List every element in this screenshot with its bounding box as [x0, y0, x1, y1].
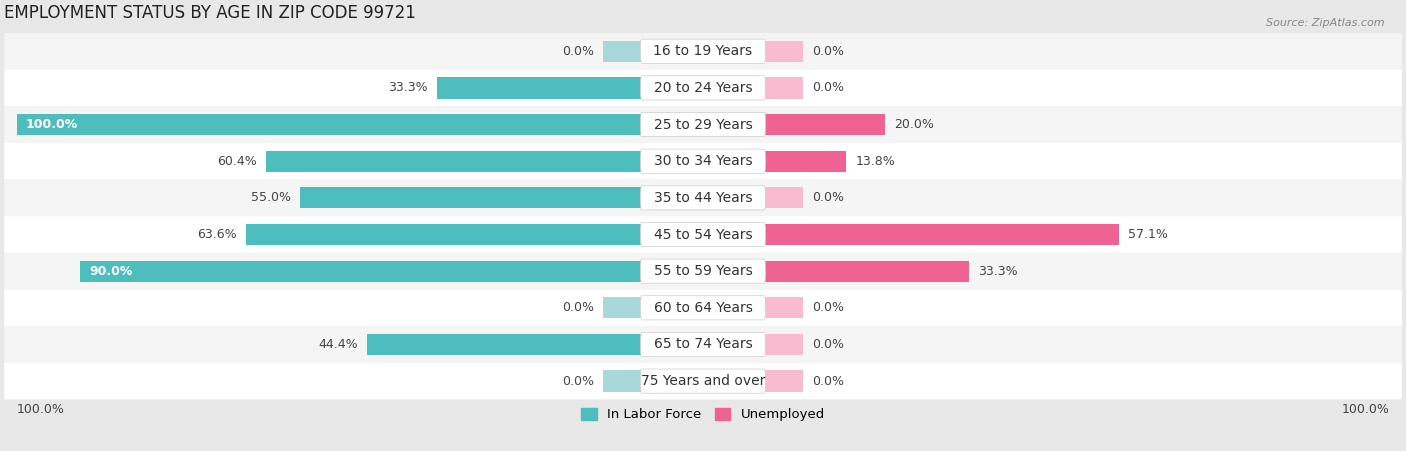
Bar	[703, 114, 886, 135]
Text: 0.0%: 0.0%	[562, 45, 593, 58]
FancyBboxPatch shape	[4, 143, 1402, 179]
Bar	[703, 370, 803, 392]
Bar	[266, 151, 703, 172]
FancyBboxPatch shape	[640, 186, 766, 210]
FancyBboxPatch shape	[640, 259, 766, 283]
FancyBboxPatch shape	[4, 179, 1402, 216]
FancyBboxPatch shape	[4, 33, 1402, 69]
Legend: In Labor Force, Unemployed: In Labor Force, Unemployed	[575, 402, 831, 426]
FancyBboxPatch shape	[640, 112, 766, 137]
Text: 63.6%: 63.6%	[197, 228, 236, 241]
Text: 0.0%: 0.0%	[813, 191, 844, 204]
Text: 45 to 54 Years: 45 to 54 Years	[654, 227, 752, 242]
Bar	[703, 297, 803, 318]
Bar	[603, 41, 703, 62]
Text: 55.0%: 55.0%	[250, 191, 291, 204]
Bar	[703, 77, 803, 99]
FancyBboxPatch shape	[4, 69, 1402, 106]
FancyBboxPatch shape	[640, 296, 766, 320]
Text: 0.0%: 0.0%	[813, 82, 844, 94]
FancyBboxPatch shape	[640, 149, 766, 173]
FancyBboxPatch shape	[640, 39, 766, 63]
Text: 35 to 44 Years: 35 to 44 Years	[654, 191, 752, 205]
Text: 90.0%: 90.0%	[89, 265, 132, 278]
Bar	[80, 261, 703, 282]
Bar	[301, 187, 703, 208]
Text: 16 to 19 Years: 16 to 19 Years	[654, 44, 752, 58]
Text: 44.4%: 44.4%	[318, 338, 357, 351]
Text: 100.0%: 100.0%	[17, 403, 65, 416]
Bar	[703, 151, 846, 172]
Text: 100.0%: 100.0%	[25, 118, 79, 131]
Text: 13.8%: 13.8%	[855, 155, 896, 168]
FancyBboxPatch shape	[640, 332, 766, 357]
Text: Source: ZipAtlas.com: Source: ZipAtlas.com	[1267, 18, 1385, 28]
FancyBboxPatch shape	[4, 216, 1402, 253]
FancyBboxPatch shape	[4, 290, 1402, 326]
Text: 75 Years and over: 75 Years and over	[641, 374, 765, 388]
Text: 20 to 24 Years: 20 to 24 Years	[654, 81, 752, 95]
Bar	[437, 77, 703, 99]
FancyBboxPatch shape	[4, 326, 1402, 363]
Bar	[703, 224, 1119, 245]
Bar	[603, 297, 703, 318]
Text: 0.0%: 0.0%	[813, 45, 844, 58]
Text: 0.0%: 0.0%	[562, 301, 593, 314]
Text: 0.0%: 0.0%	[813, 375, 844, 387]
FancyBboxPatch shape	[640, 76, 766, 100]
Bar	[703, 187, 803, 208]
Text: 60.4%: 60.4%	[217, 155, 257, 168]
Text: 33.3%: 33.3%	[388, 82, 427, 94]
Text: 0.0%: 0.0%	[813, 301, 844, 314]
Text: 65 to 74 Years: 65 to 74 Years	[654, 337, 752, 351]
Bar	[603, 370, 703, 392]
Text: EMPLOYMENT STATUS BY AGE IN ZIP CODE 99721: EMPLOYMENT STATUS BY AGE IN ZIP CODE 997…	[4, 4, 416, 22]
Text: 0.0%: 0.0%	[813, 338, 844, 351]
Bar	[367, 334, 703, 355]
FancyBboxPatch shape	[640, 369, 766, 393]
Text: 30 to 34 Years: 30 to 34 Years	[654, 154, 752, 168]
Bar	[17, 114, 703, 135]
Bar	[703, 41, 803, 62]
FancyBboxPatch shape	[4, 253, 1402, 290]
FancyBboxPatch shape	[4, 106, 1402, 143]
FancyBboxPatch shape	[640, 222, 766, 247]
Bar	[703, 261, 969, 282]
Text: 33.3%: 33.3%	[979, 265, 1018, 278]
Text: 100.0%: 100.0%	[1341, 403, 1389, 416]
Text: 20.0%: 20.0%	[894, 118, 935, 131]
FancyBboxPatch shape	[4, 363, 1402, 400]
Text: 57.1%: 57.1%	[1129, 228, 1168, 241]
Bar	[246, 224, 703, 245]
Text: 55 to 59 Years: 55 to 59 Years	[654, 264, 752, 278]
Text: 0.0%: 0.0%	[562, 375, 593, 387]
Text: 60 to 64 Years: 60 to 64 Years	[654, 301, 752, 315]
Bar	[703, 334, 803, 355]
Text: 25 to 29 Years: 25 to 29 Years	[654, 118, 752, 132]
